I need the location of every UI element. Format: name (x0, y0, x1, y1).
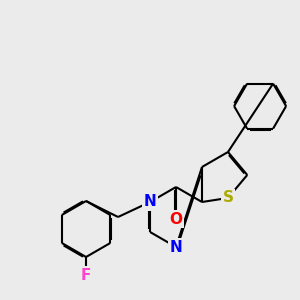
Text: S: S (223, 190, 233, 206)
Text: O: O (169, 212, 182, 226)
Text: F: F (81, 268, 91, 283)
Text: N: N (144, 194, 156, 209)
Text: N: N (169, 239, 182, 254)
